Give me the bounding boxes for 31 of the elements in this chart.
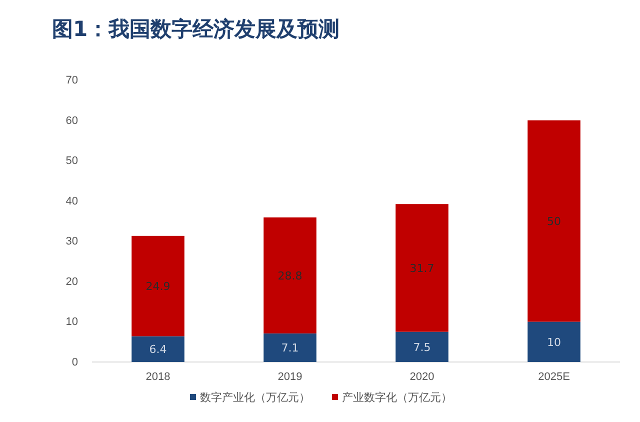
data-label: 6.4	[149, 343, 167, 356]
x-tick-label: 2018	[146, 370, 170, 383]
legend-label: 数字产业化（万亿元）	[200, 391, 310, 404]
bar	[132, 336, 184, 362]
y-tick-label: 60	[66, 114, 78, 127]
y-tick-label: 0	[72, 356, 78, 369]
x-tick-label: 2020	[410, 370, 434, 383]
data-label: 7.5	[413, 340, 431, 354]
x-tick-label: 2025E	[538, 370, 570, 383]
y-tick-label: 30	[66, 236, 78, 248]
y-tick-label: 50	[66, 155, 78, 168]
data-label: 28.8	[278, 269, 302, 282]
bar	[264, 333, 316, 362]
data-label: 7.1	[281, 342, 299, 355]
data-label: 24.9	[146, 280, 170, 294]
bar	[396, 332, 448, 362]
bar	[132, 236, 184, 336]
y-tick-label: 70	[66, 74, 78, 87]
bar	[264, 217, 316, 334]
y-tick-label: 10	[66, 316, 78, 328]
bar	[528, 322, 580, 362]
chart-title: 图1：我国数字经济发展及预测	[52, 17, 340, 41]
bar	[396, 204, 448, 332]
data-label: 31.7	[410, 262, 434, 275]
x-tick-label: 2019	[278, 370, 302, 383]
y-tick-label: 20	[66, 276, 78, 288]
bar	[528, 120, 580, 322]
legend-label: 产业数字化（万亿元）	[342, 391, 452, 404]
data-label: 50	[547, 215, 561, 228]
y-tick-label: 40	[66, 195, 78, 208]
data-label: 10	[547, 336, 561, 349]
